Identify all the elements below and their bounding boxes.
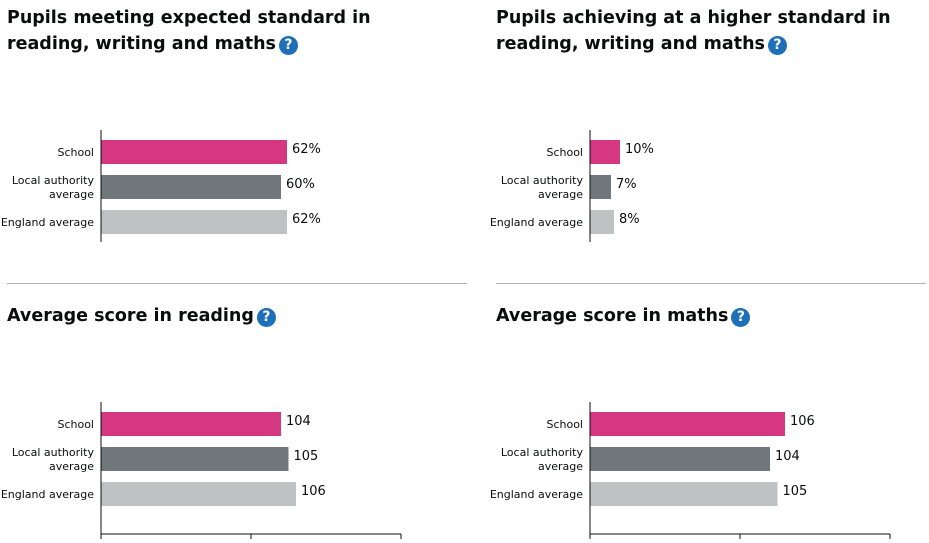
category-label-local-authority: Local authority average [12,446,95,473]
bar-england [101,482,296,506]
category-label-local-authority: Local authority average [12,174,95,201]
value-label-england: 8% [619,212,640,227]
bar-chart-higher-standard: 10% School 7% Local authority average 8% Engla… [490,130,654,242]
category-label-england: England average [490,488,583,501]
x-tick-label: 100 (expected) [209,541,293,543]
panel-title-text: Average score in maths [496,306,729,326]
panel-reading-score: Average score in reading? 104 School 105 Lo… [1,303,447,543]
value-label-school: 106 [790,414,815,429]
bar-local-authority [101,447,289,471]
bar-local-authority [101,175,281,199]
bar-school [101,140,287,164]
value-label-school: 10% [625,142,654,157]
bar-england [590,210,614,234]
category-label-local-authority: Local authority average [501,174,584,201]
category-label-england: England average [1,216,94,229]
value-label-england: 105 [783,484,808,499]
bar-chart-expected-standard: 62% School 60% Local authority average 62% Eng… [1,130,321,242]
help-icon[interactable]: ? [767,36,787,55]
value-label-local-authority: 60% [286,177,315,192]
value-label-england: 106 [301,484,326,499]
bar-chart-reading-score: 104 School 105 Local authority average 106 Eng… [1,402,438,543]
bar-local-authority [590,447,770,471]
category-label-england: England average [1,488,94,501]
bar-school [590,140,620,164]
category-label-school: School [546,146,583,159]
x-tick-label: 80 (lowest) [559,541,621,543]
bar-school [590,412,785,436]
bar-local-authority [590,175,611,199]
value-label-local-authority: 104 [775,449,800,464]
bar-chart-maths-score: 106 School 104 Local authority average 105 Eng… [490,402,927,543]
panel-title-text: Pupils meeting expected standard in read… [7,8,371,54]
x-tick-label: 120 (highest) [853,541,927,543]
x-tick-label: 120 (highest) [364,541,438,543]
value-label-local-authority: 7% [616,177,637,192]
x-tick-label: 80 (lowest) [70,541,132,543]
category-label-school: School [57,418,94,431]
value-label-local-authority: 105 [294,449,319,464]
value-label-england: 62% [292,212,321,227]
bar-england [101,210,287,234]
panel-expected-standard: Pupils meeting expected standard in read… [1,5,447,245]
panel-title-text: Average score in reading [7,306,254,326]
panel-title: Pupils meeting expected standard in read… [7,5,447,57]
help-icon[interactable]: ? [256,308,276,327]
bar-england [590,482,778,506]
panel-title: Average score in reading? [7,303,447,329]
help-icon[interactable]: ? [278,36,298,55]
category-label-local-authority: Local authority average [501,446,584,473]
category-label-school: School [57,146,94,159]
panel-higher-standard: Pupils achieving at a higher standard in… [490,5,929,245]
category-label-school: School [546,418,583,431]
category-label-england: England average [490,216,583,229]
panel-title: Average score in maths? [496,303,929,329]
bar-school [101,412,281,436]
panel-title: Pupils achieving at a higher standard in… [496,5,916,57]
panel-title-text: Pupils achieving at a higher standard in… [496,8,891,54]
section-divider [7,283,467,284]
section-divider [496,283,926,284]
panel-maths-score: Average score in maths? 106 School 104 Loca… [490,303,929,543]
help-icon[interactable]: ? [731,308,751,327]
x-tick-label: 100 (expected) [698,541,782,543]
value-label-school: 104 [286,414,311,429]
value-label-school: 62% [292,142,321,157]
